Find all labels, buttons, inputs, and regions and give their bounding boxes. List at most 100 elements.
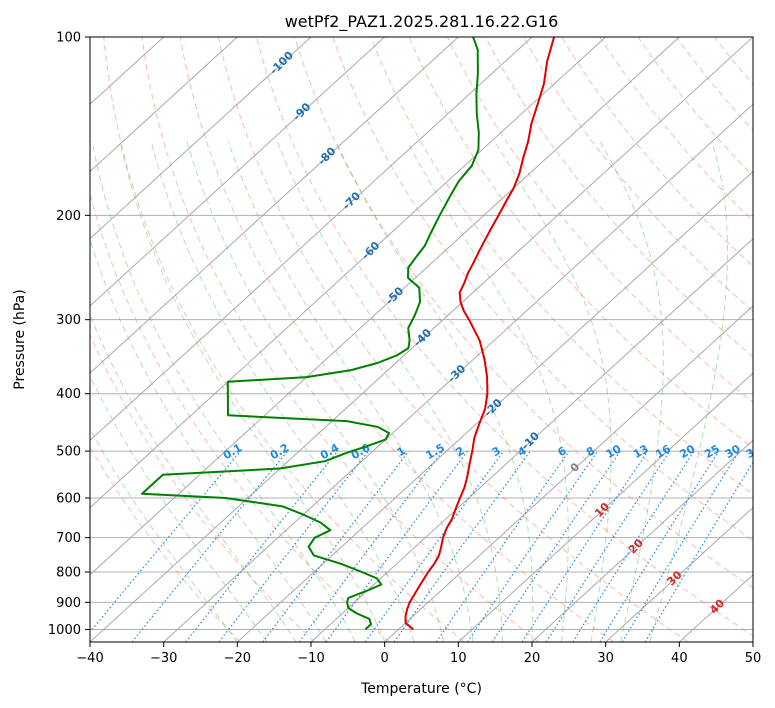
mixing-ratio-line [491, 450, 621, 642]
dry-adiabat [408, 37, 753, 449]
moist-adiabat [186, 141, 445, 642]
x-tick-label: −40 [76, 651, 103, 666]
mixing-ratio-label: 1.5 [423, 441, 446, 462]
y-axis-title: Pressure (hPa) [12, 289, 28, 389]
mixing-ratio-label: 0.1 [221, 441, 244, 462]
mixing-ratio-line [262, 450, 410, 642]
dry-adiabat [752, 37, 753, 39]
x-tick-label: −20 [224, 651, 251, 666]
mixing-ratio-line [298, 450, 444, 642]
dry-adiabat [637, 37, 753, 177]
mixing-ratio-label: 8 [584, 444, 597, 459]
moist-adiabat [90, 237, 327, 642]
mixing-ratio-line [364, 450, 505, 642]
isotherm [605, 506, 753, 642]
isotherm [531, 439, 753, 642]
mixing-ratio-line [90, 450, 242, 633]
isotherm [90, 37, 459, 374]
dry-adiabat [484, 37, 753, 358]
x-tick-label: 30 [597, 651, 614, 666]
isotherm [384, 305, 753, 642]
dry-adiabat [561, 37, 753, 267]
x-tick-label: 50 [745, 651, 762, 666]
isotherm [90, 37, 312, 240]
moist-adiabat [227, 141, 474, 642]
dry-adiabat [179, 37, 614, 642]
isotherm-label: -100 [267, 48, 296, 77]
x-tick-label: −30 [150, 651, 177, 666]
y-tick-label: 900 [56, 596, 81, 611]
plot-area: 0.1 0.2 0.4 0.6 1 1.5 2 3 4 6 8 10 13 16 20 25 30 36-100-… [90, 37, 764, 642]
mixing-ratio-label: 30 [723, 442, 743, 461]
dry-adiabat [370, 37, 753, 495]
mixing-ratio-line [572, 450, 695, 642]
isotherm [163, 103, 753, 642]
dewpoint-profile [141, 37, 480, 631]
isotherm [752, 641, 753, 642]
mixing-ratio-label: 36 [744, 442, 764, 461]
mixing-ratio-line [521, 450, 649, 642]
dry-adiabat [90, 192, 390, 642]
mixing-ratio-label: 10 [604, 442, 624, 461]
plot-frame [89, 36, 754, 643]
x-axis: −40 −30 −20 −10 0 10 20 30 40 50 [76, 642, 761, 666]
moist-adiabat [91, 141, 356, 642]
dry-adiabat [103, 37, 465, 642]
moist-adiabat [276, 141, 503, 642]
y-tick-label: 100 [56, 31, 81, 46]
temperature-profile [404, 37, 556, 631]
mixing-ratio-label: 13 [631, 442, 651, 461]
isotherm [90, 37, 533, 442]
y-tick-label: 600 [56, 492, 81, 507]
moist-adiabat [649, 141, 728, 642]
mixing-ratio-line [466, 450, 599, 642]
mixing-ratio-label: 3 [490, 444, 503, 459]
y-tick-label: 800 [56, 566, 81, 581]
mixing-ratio-label: 1 [395, 444, 408, 459]
dry-adiabat [90, 333, 316, 642]
y-tick-label: 300 [56, 313, 81, 328]
mixing-ratio-line [435, 450, 570, 642]
x-tick-label: 0 [381, 651, 389, 666]
chart-title: wetPf2_PAZ1.2025.281.16.22.G16 [285, 12, 559, 32]
y-tick-label: 1000 [48, 623, 81, 638]
isotherm [236, 170, 753, 642]
moist-adiabat [119, 141, 386, 642]
isotherm [90, 37, 386, 307]
isotherm [90, 37, 753, 642]
mixing-ratio-line [185, 450, 339, 642]
isotherm [90, 37, 680, 576]
moist-adiabat [599, 141, 664, 642]
dry-adiabat [332, 37, 753, 542]
isotherm [310, 237, 753, 642]
mixing-ratio-label: 16 [653, 442, 673, 461]
dry-adiabat [90, 445, 241, 642]
mixing-ratio-label: 25 [702, 442, 722, 461]
dry-adiabat [714, 37, 753, 85]
dry-adiabat [141, 37, 540, 642]
mixing-ratio-line [599, 450, 720, 642]
mixing-ratio-label: 2 [453, 444, 466, 459]
y-tick-label: 400 [56, 387, 81, 402]
y-tick-label: 200 [56, 209, 81, 224]
x-tick-label: 20 [524, 651, 541, 666]
mixing-ratio-line [644, 461, 753, 642]
y-tick-label: 700 [56, 531, 81, 546]
dry-adiabat [523, 37, 753, 313]
moist-adiabat [335, 141, 534, 642]
mixing-ratio-line [545, 450, 671, 642]
x-tick-label: −10 [297, 651, 324, 666]
mixing-ratio-line [218, 450, 369, 642]
x-tick-label: 40 [671, 651, 688, 666]
dry-adiabat [217, 37, 689, 642]
mixing-ratio-line [621, 450, 740, 642]
y-tick-label: 500 [56, 445, 81, 460]
isotherm [90, 37, 607, 509]
moist-adiabat [406, 141, 569, 642]
isotherm [90, 37, 238, 173]
moist-adiabat [90, 313, 297, 642]
x-tick-label: 10 [450, 651, 467, 666]
moist-adiabat [150, 141, 415, 642]
isotherm [457, 372, 753, 642]
